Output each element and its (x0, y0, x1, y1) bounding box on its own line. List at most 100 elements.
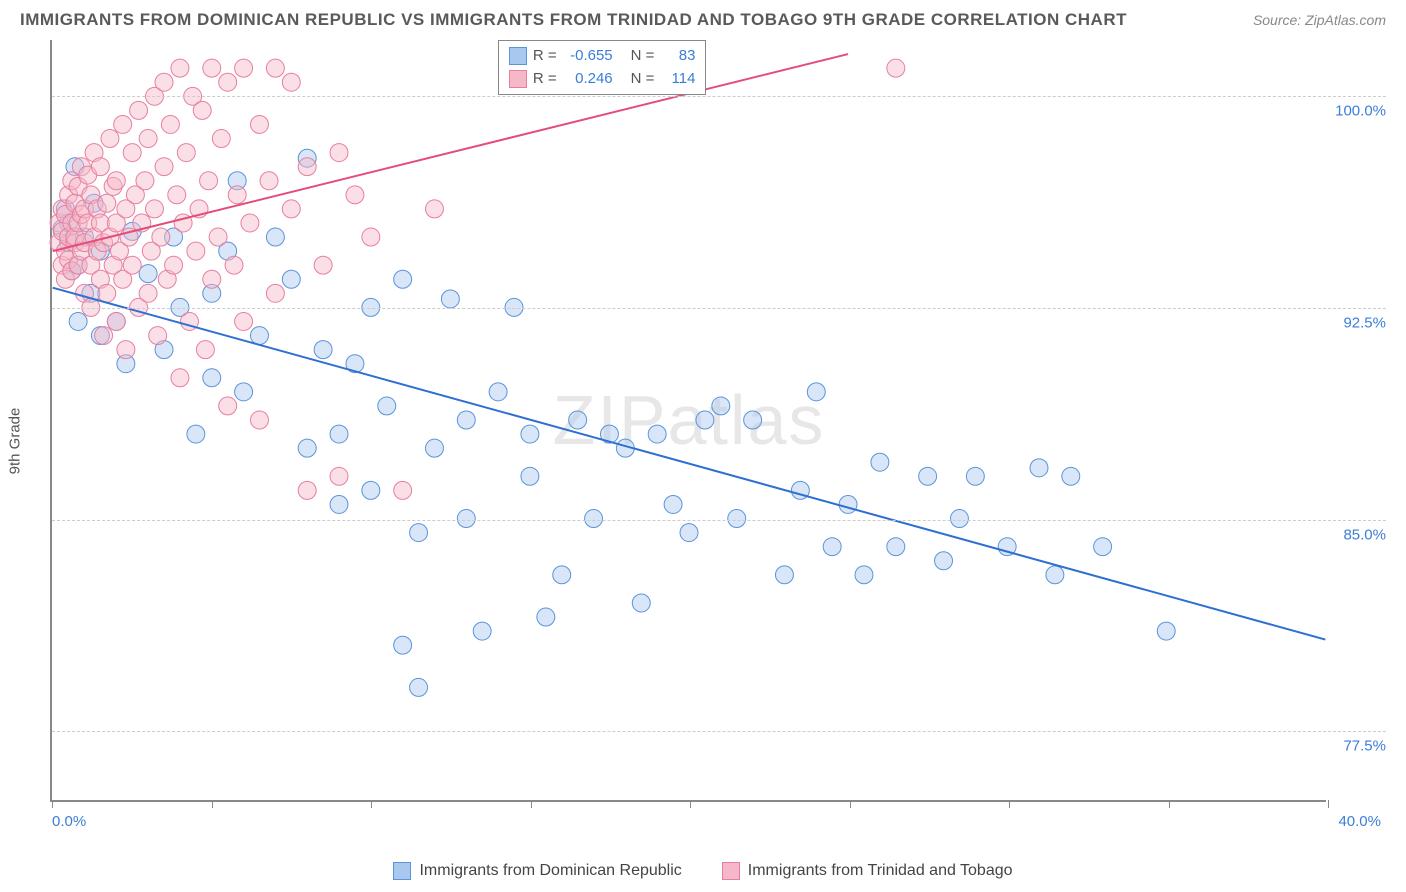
data-point (155, 158, 173, 176)
data-point (744, 411, 762, 429)
data-point (362, 228, 380, 246)
data-point (887, 59, 905, 77)
data-point (314, 256, 332, 274)
chart-area: 9th Grade ZIPatlas R =-0.655N =83R =0.24… (50, 40, 1386, 842)
data-point (410, 524, 428, 542)
y-tick-label: 92.5% (1331, 315, 1386, 332)
n-value: 114 (660, 68, 695, 91)
data-point (935, 552, 953, 570)
data-point (1030, 459, 1048, 477)
data-point (298, 158, 316, 176)
data-point (1157, 622, 1175, 640)
header: IMMIGRANTS FROM DOMINICAN REPUBLIC VS IM… (20, 10, 1386, 30)
n-value: 83 (660, 45, 695, 68)
data-point (489, 383, 507, 401)
data-point (823, 538, 841, 556)
legend-swatch (509, 70, 527, 88)
data-point (282, 270, 300, 288)
data-point (235, 383, 253, 401)
data-point (1046, 566, 1064, 584)
gridline (52, 308, 1386, 309)
data-point (203, 270, 221, 288)
data-point (457, 411, 475, 429)
r-label: R = (533, 68, 557, 91)
data-point (728, 510, 746, 528)
data-point (330, 495, 348, 513)
data-point (362, 481, 380, 499)
x-tick (850, 800, 851, 808)
data-point (95, 327, 113, 345)
r-value: 0.246 (563, 68, 613, 91)
r-label: R = (533, 45, 557, 68)
data-point (696, 411, 714, 429)
data-point (680, 524, 698, 542)
data-point (251, 411, 269, 429)
data-point (187, 425, 205, 443)
data-point (425, 200, 443, 218)
data-point (219, 397, 237, 415)
data-point (193, 101, 211, 119)
data-point (98, 194, 116, 212)
data-point (521, 425, 539, 443)
data-point (537, 608, 555, 626)
data-point (314, 341, 332, 359)
data-point (425, 439, 443, 457)
data-point (330, 144, 348, 162)
data-point (165, 256, 183, 274)
data-point (1094, 538, 1112, 556)
data-point (235, 313, 253, 331)
r-value: -0.655 (563, 45, 613, 68)
data-point (664, 495, 682, 513)
gridline (52, 520, 1386, 521)
data-point (235, 59, 253, 77)
data-point (298, 439, 316, 457)
data-point (139, 130, 157, 148)
data-point (1062, 467, 1080, 485)
data-point (632, 594, 650, 612)
chart-svg (52, 40, 1326, 800)
data-point (266, 228, 284, 246)
data-point (91, 158, 109, 176)
data-point (130, 101, 148, 119)
x-tick (1009, 800, 1010, 808)
data-point (330, 467, 348, 485)
y-axis-label: 9th Grade (7, 408, 24, 475)
data-point (136, 172, 154, 190)
gridline (52, 731, 1386, 732)
data-point (378, 397, 396, 415)
y-tick-label: 100.0% (1331, 103, 1386, 120)
data-point (152, 228, 170, 246)
data-point (200, 172, 218, 190)
data-point (228, 186, 246, 204)
data-point (473, 622, 491, 640)
data-point (457, 510, 475, 528)
legend-item: Immigrants from Trinidad and Tobago (722, 862, 1013, 880)
data-point (282, 73, 300, 91)
legend-row: R =-0.655N =83 (509, 45, 696, 68)
data-point (107, 172, 125, 190)
data-point (775, 566, 793, 584)
source-label: Source: ZipAtlas.com (1253, 12, 1386, 28)
data-point (149, 327, 167, 345)
legend-row: R =0.246N =114 (509, 68, 696, 91)
data-point (168, 186, 186, 204)
data-point (171, 369, 189, 387)
x-axis-min: 0.0% (52, 813, 86, 830)
series-legend: Immigrants from Dominican Republic Immigr… (0, 862, 1406, 880)
data-point (139, 265, 157, 283)
data-point (553, 566, 571, 584)
legend-label: Immigrants from Dominican Republic (419, 862, 681, 880)
y-tick-label: 85.0% (1331, 526, 1386, 543)
data-point (648, 425, 666, 443)
data-point (107, 313, 125, 331)
plot-region: ZIPatlas R =-0.655N =83R =0.246N =114 77… (50, 40, 1326, 802)
data-point (196, 341, 214, 359)
chart-title: IMMIGRANTS FROM DOMINICAN REPUBLIC VS IM… (20, 10, 1127, 30)
data-point (266, 284, 284, 302)
data-point (187, 242, 205, 260)
data-point (950, 510, 968, 528)
data-point (98, 284, 116, 302)
data-point (966, 467, 984, 485)
gridline (52, 96, 1386, 97)
data-point (171, 59, 189, 77)
